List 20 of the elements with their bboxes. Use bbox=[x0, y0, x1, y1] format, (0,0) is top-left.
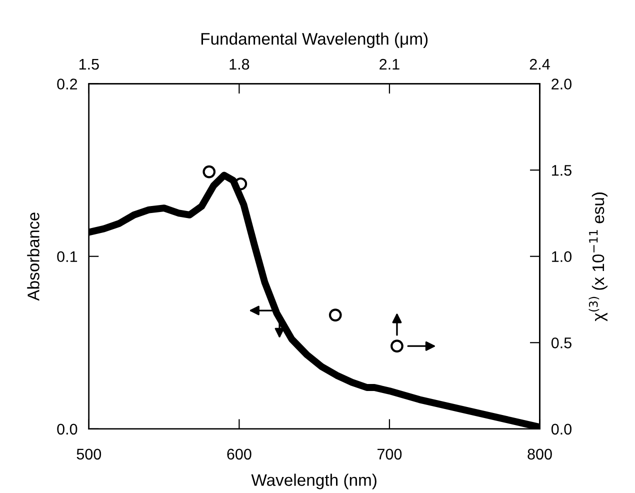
x-tick-label: 700 bbox=[378, 448, 402, 460]
y2-tick-label: 2.0 bbox=[552, 78, 572, 90]
x2-tick-label: 2.1 bbox=[380, 58, 400, 70]
x-tick-label: 800 bbox=[528, 448, 552, 460]
x2-tick-label: 1.8 bbox=[230, 58, 250, 70]
x-axis-title: Wavelength (nm) bbox=[251, 474, 376, 490]
x2-tick-label: 2.4 bbox=[530, 58, 550, 70]
y2-tick-label: 0.5 bbox=[551, 338, 572, 348]
x2-tick-label: 1.5 bbox=[79, 59, 99, 70]
y2-tick-label: 1.5 bbox=[552, 165, 572, 176]
y2-tick-label: 1.0 bbox=[552, 251, 572, 262]
y-tick-label: 0.1 bbox=[57, 251, 78, 262]
y-axis-title: Absorbance bbox=[27, 212, 40, 301]
y-tick-label: 0.0 bbox=[57, 424, 78, 435]
y2-axis-title: χ$^{(3)}$ (x 10$^{−11}$ esu) bbox=[588, 192, 608, 322]
y2-tick-label: 0.0 bbox=[551, 424, 572, 435]
x-tick-label: 600 bbox=[227, 448, 252, 460]
x2-axis-title: Fundamental Wavelength (μm) bbox=[201, 32, 428, 48]
y-tick-label: 0.2 bbox=[57, 78, 78, 90]
x-tick-label: 500 bbox=[76, 448, 102, 460]
